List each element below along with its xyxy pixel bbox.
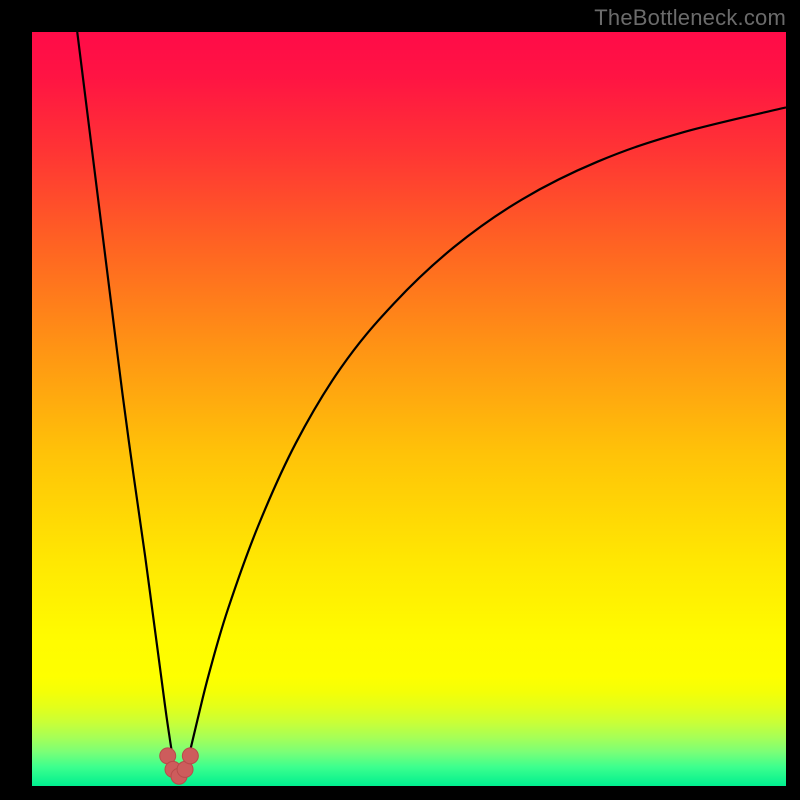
plot-frame: [32, 32, 786, 786]
watermark-text: TheBottleneck.com: [594, 5, 786, 31]
gradient-background: [32, 32, 786, 786]
